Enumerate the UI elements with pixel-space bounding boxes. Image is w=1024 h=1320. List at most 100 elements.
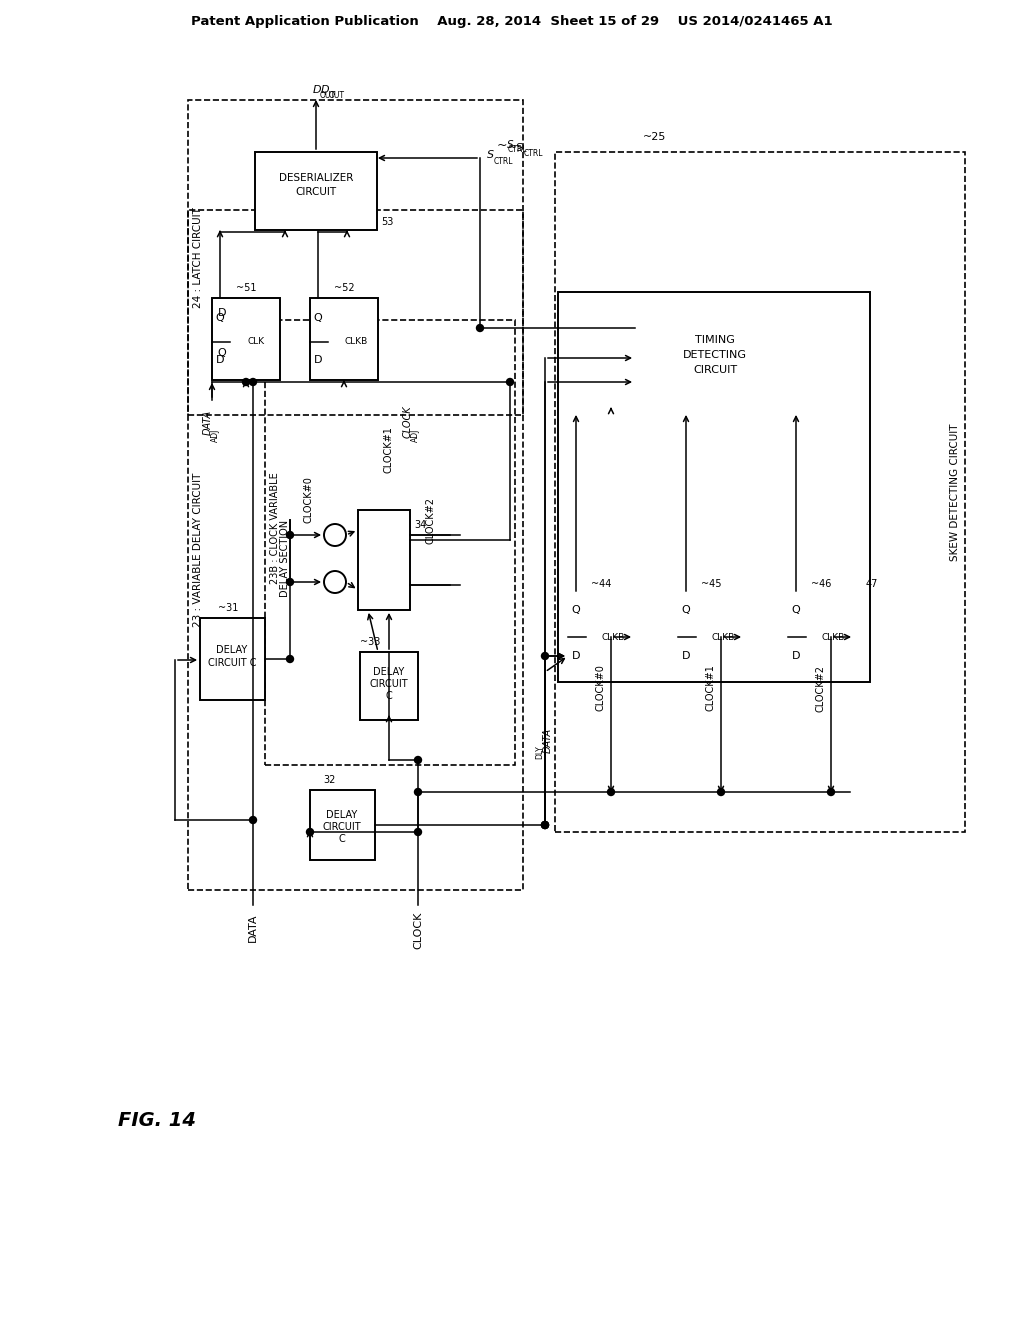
Text: CLOCK#0: CLOCK#0: [596, 664, 606, 711]
Circle shape: [607, 788, 614, 796]
Text: CLOCK: CLOCK: [403, 405, 413, 438]
Text: ADJ: ADJ: [411, 428, 420, 442]
Text: OUT: OUT: [319, 91, 336, 100]
Text: D: D: [216, 355, 224, 366]
Bar: [188, 100, 523, 414]
Text: Patent Application Publication    Aug. 28, 2014  Sheet 15 of 29    US 2014/02414: Patent Application Publication Aug. 28, …: [191, 16, 833, 29]
Text: FIG. 14: FIG. 14: [118, 1110, 196, 1130]
Bar: [358, 510, 410, 610]
Bar: [360, 652, 418, 719]
Circle shape: [306, 829, 313, 836]
Text: Q: Q: [571, 605, 581, 615]
Text: Q: Q: [218, 348, 226, 358]
Bar: [265, 319, 515, 766]
Bar: [310, 789, 375, 861]
Bar: [555, 152, 965, 832]
Text: ~25: ~25: [643, 132, 667, 143]
Bar: [310, 298, 378, 380]
Text: ~51: ~51: [236, 282, 256, 293]
Text: DESERIALIZER: DESERIALIZER: [279, 173, 353, 183]
Text: 24 : LATCH CIRCUIT: 24 : LATCH CIRCUIT: [193, 207, 203, 309]
Text: ~33: ~33: [360, 638, 380, 647]
Text: DETECTING: DETECTING: [683, 350, 746, 360]
Text: CLKB: CLKB: [344, 338, 368, 346]
Text: SKEW DETECTING CIRCUIT: SKEW DETECTING CIRCUIT: [950, 424, 961, 561]
Text: CTRL: CTRL: [524, 149, 544, 158]
Text: ADJ: ADJ: [211, 428, 219, 442]
Text: D: D: [313, 84, 322, 95]
Text: CLKB: CLKB: [601, 632, 625, 642]
Text: ~44: ~44: [591, 579, 611, 589]
Circle shape: [287, 532, 294, 539]
Circle shape: [250, 379, 256, 385]
Circle shape: [542, 821, 549, 829]
Text: DELAY: DELAY: [327, 810, 357, 820]
Text: CLOCK#1: CLOCK#1: [706, 664, 716, 711]
Text: CLOCK#1: CLOCK#1: [383, 426, 393, 474]
Text: CIRCUIT C: CIRCUIT C: [208, 657, 256, 668]
Circle shape: [243, 379, 250, 385]
Text: D: D: [321, 84, 330, 95]
Text: 34: 34: [414, 520, 426, 531]
Text: Q: Q: [682, 605, 690, 615]
Circle shape: [415, 756, 422, 763]
Text: CLK: CLK: [248, 338, 264, 346]
Text: DATA: DATA: [543, 727, 553, 752]
Text: ~45: ~45: [700, 579, 721, 589]
Text: CLOCK#2: CLOCK#2: [816, 664, 826, 711]
Circle shape: [827, 788, 835, 796]
Bar: [558, 292, 870, 682]
Text: 23B : CLOCK VARIABLE: 23B : CLOCK VARIABLE: [270, 473, 280, 583]
Circle shape: [718, 788, 725, 796]
Text: CIRCUIT: CIRCUIT: [693, 366, 737, 375]
Text: 53: 53: [381, 216, 393, 227]
Text: C: C: [339, 834, 345, 843]
Text: DATA: DATA: [248, 913, 258, 942]
Circle shape: [542, 652, 549, 660]
Text: ~46: ~46: [811, 579, 831, 589]
Text: ~31: ~31: [218, 603, 239, 612]
Text: S: S: [487, 150, 495, 160]
Text: CLKB: CLKB: [712, 632, 734, 642]
Text: DELAY SECTION: DELAY SECTION: [280, 520, 290, 597]
Text: D: D: [682, 651, 690, 661]
Text: CLOCK: CLOCK: [413, 911, 423, 949]
Text: CIRCUIT: CIRCUIT: [323, 822, 361, 832]
Text: ~: ~: [497, 139, 507, 152]
Text: DATA: DATA: [203, 409, 213, 434]
Text: Q: Q: [792, 605, 801, 615]
Text: S: S: [507, 140, 513, 150]
Bar: [635, 304, 795, 412]
Circle shape: [507, 379, 513, 385]
Text: D: D: [313, 355, 323, 366]
Text: 32: 32: [324, 775, 336, 785]
Circle shape: [250, 817, 256, 824]
Bar: [255, 152, 377, 230]
Text: DELAY: DELAY: [216, 645, 248, 655]
Bar: [188, 210, 523, 890]
Bar: [788, 594, 854, 672]
Text: ~S: ~S: [508, 143, 524, 153]
Bar: [200, 618, 265, 700]
Text: CLKB: CLKB: [821, 632, 845, 642]
Text: CLOCK#2: CLOCK#2: [425, 496, 435, 544]
Text: Q: Q: [313, 313, 323, 323]
Text: ~52: ~52: [334, 282, 354, 293]
Circle shape: [287, 656, 294, 663]
Bar: [678, 594, 744, 672]
Text: DELAY: DELAY: [374, 667, 404, 677]
Text: CIRCUIT: CIRCUIT: [370, 678, 409, 689]
Text: D: D: [792, 651, 800, 661]
Text: CTRL: CTRL: [494, 157, 513, 166]
Text: OUT: OUT: [329, 91, 345, 100]
Circle shape: [476, 325, 483, 331]
Circle shape: [287, 578, 294, 586]
Bar: [568, 594, 634, 672]
Text: CLOCK#0: CLOCK#0: [303, 477, 313, 524]
Text: C: C: [386, 690, 392, 701]
Text: TIMING: TIMING: [695, 335, 735, 345]
Text: D: D: [218, 308, 226, 318]
Text: CTRL: CTRL: [507, 145, 526, 154]
Text: Q: Q: [216, 313, 224, 323]
Circle shape: [542, 821, 549, 829]
